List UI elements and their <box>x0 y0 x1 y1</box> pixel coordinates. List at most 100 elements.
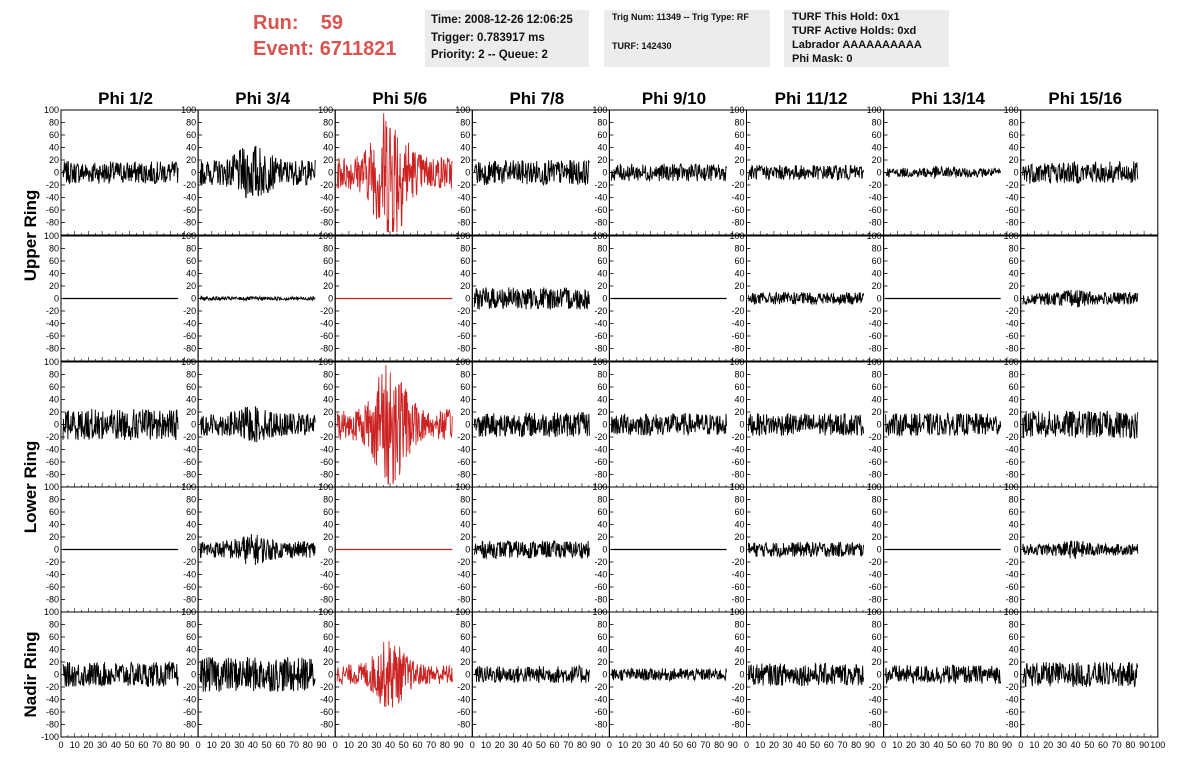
y-tick-label: -80 <box>1006 344 1019 354</box>
y-tick-label: 20 <box>734 407 744 417</box>
y-tick-label: 20 <box>597 657 607 667</box>
y-tick-label: 20 <box>460 407 470 417</box>
y-tick-label: -20 <box>320 682 333 692</box>
y-tick-label: -20 <box>594 180 607 190</box>
y-tick-label: -60 <box>320 457 333 467</box>
y-tick-label: 80 <box>49 620 59 630</box>
x-tick-label: 90 <box>454 740 464 750</box>
y-tick-label: -80 <box>1006 470 1019 480</box>
y-tick-label: -60 <box>320 707 333 717</box>
y-tick-label: 100 <box>729 357 744 367</box>
y-tick-label: -20 <box>1006 306 1019 316</box>
y-tick-label: -40 <box>46 193 59 203</box>
y-tick-label: 80 <box>323 244 333 254</box>
y-tick-label: -60 <box>594 457 607 467</box>
x-tick-label: 80 <box>166 740 176 750</box>
y-tick-label: 60 <box>49 130 59 140</box>
y-tick-label: 20 <box>460 657 470 667</box>
y-tick-label: -40 <box>1006 445 1019 455</box>
y-tick-label: 40 <box>872 520 882 530</box>
y-tick-label: -20 <box>731 557 744 567</box>
y-tick-label: 100 <box>181 105 196 115</box>
y-tick-label: 40 <box>49 645 59 655</box>
y-tick-label: -40 <box>869 695 882 705</box>
y-tick-label: 0 <box>54 670 59 680</box>
y-tick-label: 100 <box>1004 357 1019 367</box>
x-tick-label: 0 <box>196 740 201 750</box>
y-tick-label: 20 <box>460 281 470 291</box>
x-tick-label: 30 <box>508 740 518 750</box>
y-tick-label: -80 <box>731 720 744 730</box>
y-tick-label: -20 <box>1006 682 1019 692</box>
y-tick-label: 100 <box>1004 231 1019 241</box>
y-tick-label: -20 <box>869 180 882 190</box>
y-tick-label: -80 <box>183 595 196 605</box>
waveform-line <box>199 533 316 566</box>
y-tick-label: -20 <box>46 682 59 692</box>
y-tick-label: 0 <box>602 168 607 178</box>
y-tick-label: 0 <box>877 420 882 430</box>
turf-hold-line: TURF This Hold: 0x1 <box>792 11 900 23</box>
y-tick-label: -40 <box>183 319 196 329</box>
y-tick-label: 100 <box>592 105 607 115</box>
waveform-line <box>473 287 590 310</box>
y-tick-label: -40 <box>731 445 744 455</box>
y-tick-label: 100 <box>318 607 333 617</box>
y-tick-label: -80 <box>457 470 470 480</box>
x-tick-label: 40 <box>1071 740 1081 750</box>
y-tick-label: 40 <box>460 143 470 153</box>
y-tick-label: 80 <box>597 620 607 630</box>
y-tick-label: 100 <box>592 357 607 367</box>
y-tick-label: -80 <box>594 470 607 480</box>
y-tick-label: 20 <box>323 407 333 417</box>
y-tick-label: 20 <box>49 155 59 165</box>
y-tick-label: 100 <box>44 105 59 115</box>
waveform-line <box>473 539 590 560</box>
turf-info-box: TURF This Hold: 0x1 TURF Active Holds: 0… <box>784 10 949 67</box>
y-tick-label: -80 <box>46 720 59 730</box>
waveform-line <box>199 294 316 302</box>
x-tick-label: 40 <box>522 740 532 750</box>
y-tick-label: 0 <box>602 294 607 304</box>
waveform-line <box>748 164 865 181</box>
y-tick-label: 60 <box>597 130 607 140</box>
waveform-line <box>1022 661 1139 688</box>
y-tick-label: -20 <box>320 432 333 442</box>
y-tick-label: -80 <box>731 344 744 354</box>
y-tick-label: -20 <box>320 557 333 567</box>
y-tick-label: 100 <box>455 231 470 241</box>
waveform-line <box>62 660 179 688</box>
y-tick-label: -80 <box>457 720 470 730</box>
x-tick-label: 20 <box>358 740 368 750</box>
y-tick-label: 80 <box>460 620 470 630</box>
column-header: Phi 11/12 <box>775 89 848 108</box>
y-tick-label: -80 <box>46 595 59 605</box>
y-tick-label: 80 <box>460 118 470 128</box>
x-tick-label: 40 <box>933 740 943 750</box>
y-tick-label: 60 <box>323 632 333 642</box>
y-tick-label: -60 <box>457 331 470 341</box>
y-tick-label: 0 <box>739 294 744 304</box>
y-tick-label: 100 <box>318 105 333 115</box>
x-tick-label: 70 <box>975 740 985 750</box>
y-tick-label: -60 <box>594 707 607 717</box>
y-tick-label: -20 <box>869 306 882 316</box>
y-tick-label: 0 <box>739 168 744 178</box>
y-tick-label: 0 <box>1014 670 1019 680</box>
y-tick-label: -80 <box>320 218 333 228</box>
y-tick-label: 60 <box>1009 256 1019 266</box>
y-tick-label: 40 <box>734 520 744 530</box>
y-tick-label: -80 <box>320 720 333 730</box>
y-tick-label: -40 <box>183 193 196 203</box>
y-tick-label: 100 <box>729 231 744 241</box>
y-tick-label: -60 <box>1006 707 1019 717</box>
y-tick-label: 40 <box>186 395 196 405</box>
y-tick-label: 80 <box>323 370 333 380</box>
waveform-line <box>748 662 865 687</box>
trigger-line: Trigger: 0.783917 ms <box>431 31 545 44</box>
x-tick-label: 0 <box>881 740 886 750</box>
y-tick-label: 80 <box>186 620 196 630</box>
y-tick-label: -80 <box>869 720 882 730</box>
y-tick-label: -60 <box>594 205 607 215</box>
y-tick-label: -20 <box>457 306 470 316</box>
